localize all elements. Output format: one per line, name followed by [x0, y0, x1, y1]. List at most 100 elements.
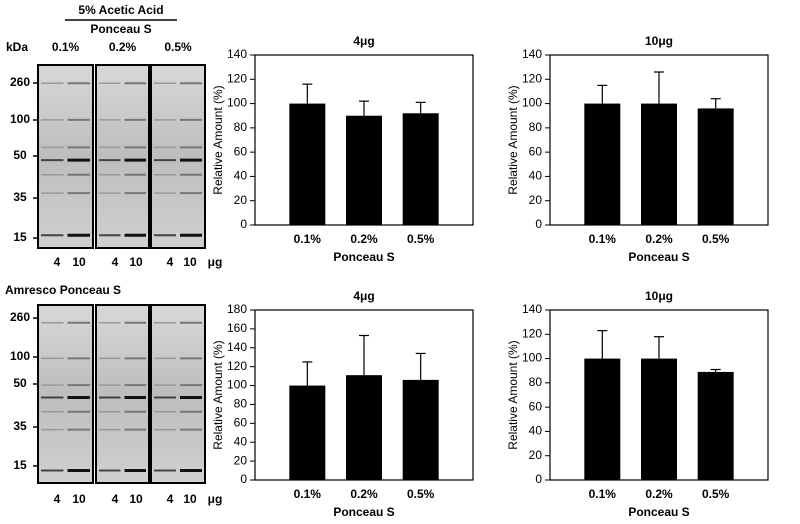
- blot-header: 5% Acetic Acid: [78, 3, 163, 17]
- blot-stain: Amresco Ponceau S: [5, 283, 121, 297]
- lane-label: 10: [183, 492, 197, 506]
- x-tick-label: 0.1%: [294, 232, 322, 246]
- y-tick-label: 40: [529, 169, 543, 183]
- lane-label: 10: [183, 255, 197, 269]
- amount-unit: μg: [208, 255, 223, 269]
- y-tick-label: 0: [240, 217, 247, 231]
- lane-label: 10: [72, 492, 86, 506]
- y-tick-label: 100: [522, 96, 542, 110]
- y-tick-label: 120: [227, 71, 247, 85]
- y-tick-label: 60: [529, 399, 543, 413]
- bar: [697, 108, 734, 225]
- blot-stain: Ponceau S: [90, 22, 151, 36]
- y-tick-label: 120: [522, 326, 542, 340]
- y-axis-label: Relative Amount (%): [211, 340, 225, 449]
- bar: [641, 103, 677, 225]
- blot-panel: [150, 64, 206, 249]
- lane-label: 4: [167, 255, 174, 269]
- lane-label: 4: [54, 492, 61, 506]
- x-axis-label: Ponceau S: [333, 250, 394, 264]
- blot-panel: [95, 64, 150, 249]
- x-axis-label: Ponceau S: [628, 250, 689, 264]
- x-tick-label: 0.2%: [350, 487, 378, 501]
- y-tick-label: 60: [234, 144, 248, 158]
- x-tick-label: 0.1%: [294, 487, 322, 501]
- lane-label: 10: [72, 255, 86, 269]
- x-tick-label: 0.5%: [702, 232, 730, 246]
- y-axis-label: Relative Amount (%): [506, 85, 520, 194]
- lane-label: 4: [54, 255, 61, 269]
- bar: [697, 371, 734, 480]
- concentration-label: 0.5%: [164, 40, 192, 54]
- lane-label: 4: [112, 492, 119, 506]
- bar: [641, 358, 677, 480]
- y-tick-label: 20: [529, 448, 543, 462]
- bar: [289, 103, 326, 225]
- x-tick-label: 0.5%: [407, 232, 435, 246]
- y-tick-label: 100: [227, 378, 247, 392]
- x-tick-label: 0.2%: [645, 232, 673, 246]
- blot-panel: [37, 64, 94, 249]
- marker-label: 15: [13, 230, 27, 244]
- x-tick-label: 0.2%: [645, 487, 673, 501]
- marker-label: 35: [13, 190, 27, 204]
- y-tick-label: 40: [234, 434, 248, 448]
- y-tick-label: 80: [234, 397, 248, 411]
- x-axis-label: Ponceau S: [628, 505, 689, 519]
- y-tick-label: 140: [227, 340, 247, 354]
- blot-panel: [95, 304, 150, 484]
- marker-label: 100: [10, 349, 30, 363]
- lane-label: 10: [129, 255, 143, 269]
- marker-label: 50: [13, 148, 27, 162]
- y-tick-label: 40: [529, 424, 543, 438]
- y-tick-label: 160: [227, 321, 247, 335]
- bar: [346, 375, 382, 480]
- marker-label: 260: [10, 75, 30, 89]
- lane-label: 4: [167, 492, 174, 506]
- y-tick-label: 0: [535, 472, 542, 486]
- y-axis-label: Relative Amount (%): [506, 340, 520, 449]
- y-tick-label: 140: [227, 47, 247, 61]
- y-tick-label: 20: [529, 193, 543, 207]
- lane-label: 10: [129, 492, 143, 506]
- blot-panel: [37, 304, 94, 484]
- marker-label: 260: [10, 310, 30, 324]
- marker-label: 15: [13, 458, 27, 472]
- concentration-label: 0.1%: [52, 40, 80, 54]
- y-tick-label: 140: [522, 47, 542, 61]
- x-tick-label: 0.2%: [350, 232, 378, 246]
- blot-panel: [150, 304, 206, 484]
- y-tick-label: 80: [529, 375, 543, 389]
- y-tick-label: 60: [529, 144, 543, 158]
- y-tick-label: 100: [522, 351, 542, 365]
- y-tick-label: 180: [227, 302, 247, 316]
- bar: [346, 115, 382, 225]
- y-tick-label: 80: [529, 120, 543, 134]
- bar: [402, 379, 439, 480]
- y-tick-label: 120: [522, 71, 542, 85]
- y-axis-label: Relative Amount (%): [211, 85, 225, 194]
- marker-label: 35: [13, 419, 27, 433]
- marker-label: 100: [10, 112, 30, 126]
- x-tick-label: 0.1%: [589, 232, 617, 246]
- concentration-label: 0.2%: [109, 40, 137, 54]
- y-tick-label: 20: [234, 193, 248, 207]
- y-tick-label: 20: [234, 453, 248, 467]
- marker-label: 50: [13, 376, 27, 390]
- chart-title: 10μg: [645, 289, 673, 303]
- amount-unit: μg: [208, 492, 223, 506]
- y-tick-label: 120: [227, 359, 247, 373]
- y-tick-label: 0: [240, 472, 247, 486]
- bar: [289, 385, 326, 480]
- bar: [584, 358, 621, 480]
- bar: [584, 103, 621, 225]
- x-tick-label: 0.1%: [589, 487, 617, 501]
- y-tick-label: 80: [234, 120, 248, 134]
- y-tick-label: 40: [234, 169, 248, 183]
- lane-label: 4: [112, 255, 119, 269]
- y-tick-label: 0: [535, 217, 542, 231]
- bar: [402, 113, 439, 225]
- unit-label: kDa: [6, 40, 28, 54]
- chart-title: 10μg: [645, 34, 673, 48]
